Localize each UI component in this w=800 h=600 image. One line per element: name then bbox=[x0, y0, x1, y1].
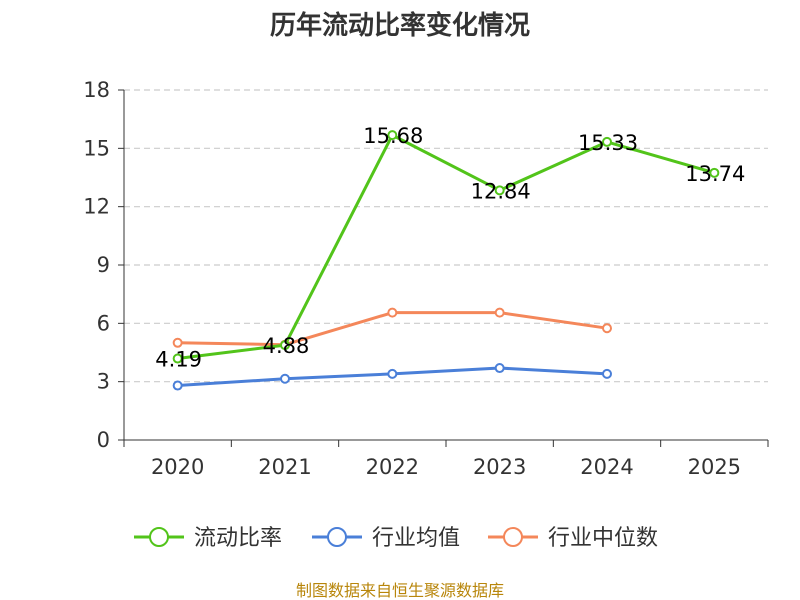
data-point bbox=[494, 307, 505, 318]
legend-label: 行业中位数 bbox=[548, 526, 658, 551]
x-tick-label: 2023 bbox=[473, 455, 526, 479]
data-label: 15.68 bbox=[363, 124, 423, 148]
chart-title: 历年流动比率变化情况 bbox=[270, 10, 530, 41]
data-label: 15.33 bbox=[578, 131, 638, 155]
x-tick-label: 2024 bbox=[580, 455, 633, 479]
legend-label: 流动比率 bbox=[194, 526, 282, 551]
data-point bbox=[387, 368, 398, 379]
y-tick-label: 0 bbox=[97, 428, 110, 452]
y-tick-label: 15 bbox=[83, 136, 110, 160]
data-point bbox=[280, 373, 290, 384]
series-line bbox=[177, 133, 715, 361]
data-point bbox=[387, 130, 398, 141]
data-point bbox=[172, 353, 183, 364]
data-point bbox=[494, 363, 505, 374]
legend-marker bbox=[149, 527, 169, 547]
y-tick-label: 12 bbox=[83, 195, 110, 219]
y-tick-label: 18 bbox=[83, 78, 110, 102]
x-tick-label: 2022 bbox=[366, 455, 419, 479]
data-point bbox=[602, 323, 612, 334]
y-tick-label: 3 bbox=[97, 370, 110, 394]
legend-marker bbox=[503, 527, 523, 547]
data-point bbox=[494, 185, 505, 196]
x-tick-label: 2025 bbox=[688, 455, 741, 479]
data-label: 4.88 bbox=[263, 334, 310, 358]
legend-label: 行业均值 bbox=[372, 526, 460, 551]
y-tick-label: 6 bbox=[97, 311, 110, 335]
x-tick-label: 2020 bbox=[151, 455, 204, 479]
data-point bbox=[280, 340, 290, 351]
data-point bbox=[172, 380, 183, 391]
data-point bbox=[172, 337, 183, 348]
data-point bbox=[387, 307, 398, 318]
data-point bbox=[709, 167, 720, 178]
data-label: 4.19 bbox=[155, 348, 202, 372]
data-label: 12.84 bbox=[471, 179, 531, 203]
data-point bbox=[602, 368, 612, 379]
x-tick-label: 2021 bbox=[258, 455, 311, 479]
data-point bbox=[602, 136, 612, 147]
legend-marker bbox=[327, 527, 347, 547]
data-label: 13.74 bbox=[685, 162, 745, 186]
source-note: 制图数据来自恒生聚源数据库 bbox=[296, 581, 504, 600]
y-tick-label: 9 bbox=[97, 253, 110, 277]
